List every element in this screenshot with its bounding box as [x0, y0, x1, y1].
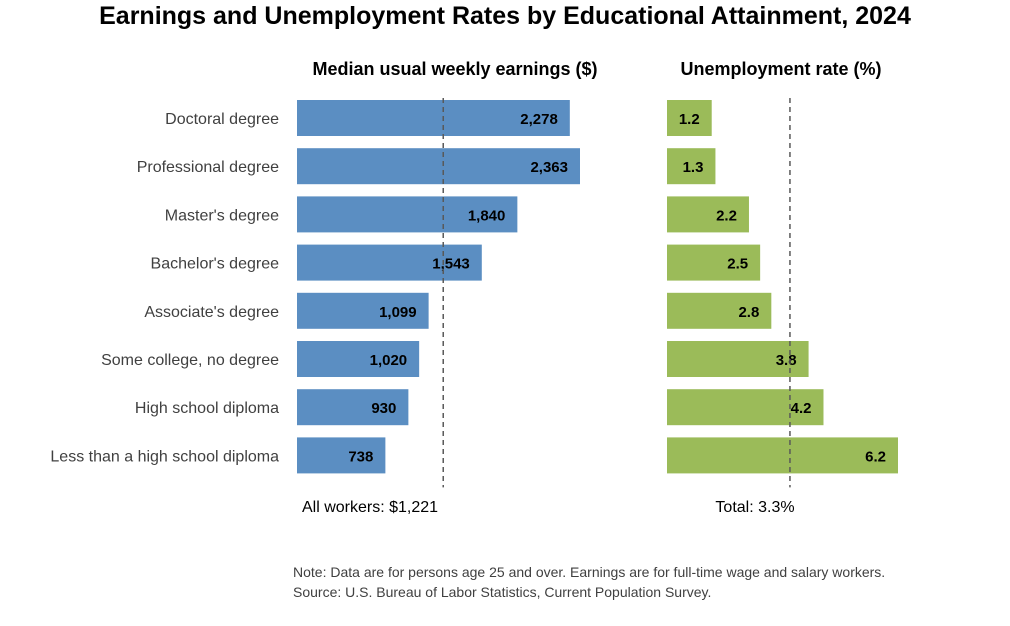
category-label: Less than a high school diploma — [50, 448, 279, 465]
note-line: Note: Data are for persons age 25 and ov… — [293, 564, 886, 580]
unemployment-data-label: 1.2 — [679, 111, 700, 128]
unemployment-data-label: 2.5 — [727, 256, 748, 273]
unemployment-bar — [667, 292, 772, 329]
chart-title: Earnings and Unemployment Rates by Educa… — [99, 2, 911, 30]
unemployment-data-label: 4.2 — [791, 400, 812, 417]
earnings-bar — [297, 196, 518, 233]
unemployment-data-label: 2.2 — [716, 207, 737, 224]
earnings-bar — [297, 389, 409, 426]
earnings-bar — [297, 437, 386, 474]
earnings-data-label: 2,363 — [530, 159, 568, 176]
earnings-data-label: 738 — [348, 448, 373, 465]
earnings-data-label: 1,020 — [370, 352, 408, 369]
category-label: Doctoral degree — [165, 111, 279, 128]
earnings-data-label: 1,543 — [432, 256, 470, 273]
unemployment-data-label: 2.8 — [738, 304, 759, 321]
unemployment-data-label: 1.3 — [683, 159, 704, 176]
earnings-bar — [297, 148, 580, 185]
earnings-reference-label: All workers: $1,221 — [302, 499, 438, 516]
category-label: Master's degree — [165, 207, 279, 224]
unemployment-bar — [667, 100, 712, 136]
unemployment-bar — [667, 341, 809, 377]
unemployment-bar — [667, 244, 761, 281]
earnings-bar — [297, 341, 420, 377]
category-label: Professional degree — [137, 159, 279, 176]
unemployment-data-label: 3.8 — [776, 352, 797, 369]
category-label: Bachelor's degree — [151, 256, 280, 273]
category-label: Associate's degree — [144, 304, 279, 321]
earnings-data-label: 1,099 — [379, 304, 417, 321]
category-label: High school diploma — [135, 400, 279, 417]
chart-note: Note: Data are for persons age 25 and ov… — [293, 562, 885, 602]
unemployment-bar — [667, 389, 824, 426]
earnings-axis-title: Median usual weekly earnings ($) — [312, 59, 597, 79]
earnings-bar — [297, 292, 429, 329]
unemployment-axis-title: Unemployment rate (%) — [680, 59, 881, 79]
earnings-bar — [297, 244, 482, 281]
earnings-data-label: 930 — [371, 400, 396, 417]
source-line: Source: U.S. Bureau of Labor Statistics,… — [293, 584, 712, 600]
unemployment-bar — [667, 148, 716, 185]
category-label: Some college, no degree — [101, 352, 279, 369]
earnings-data-label: 2,278 — [520, 111, 558, 128]
earnings-bar — [297, 100, 570, 136]
unemployment-bar — [667, 196, 749, 233]
unemployment-bar — [667, 437, 898, 474]
earnings-data-label: 1,840 — [468, 207, 506, 224]
unemployment-reference-label: Total: 3.3% — [715, 499, 794, 516]
unemployment-data-label: 6.2 — [865, 448, 886, 465]
